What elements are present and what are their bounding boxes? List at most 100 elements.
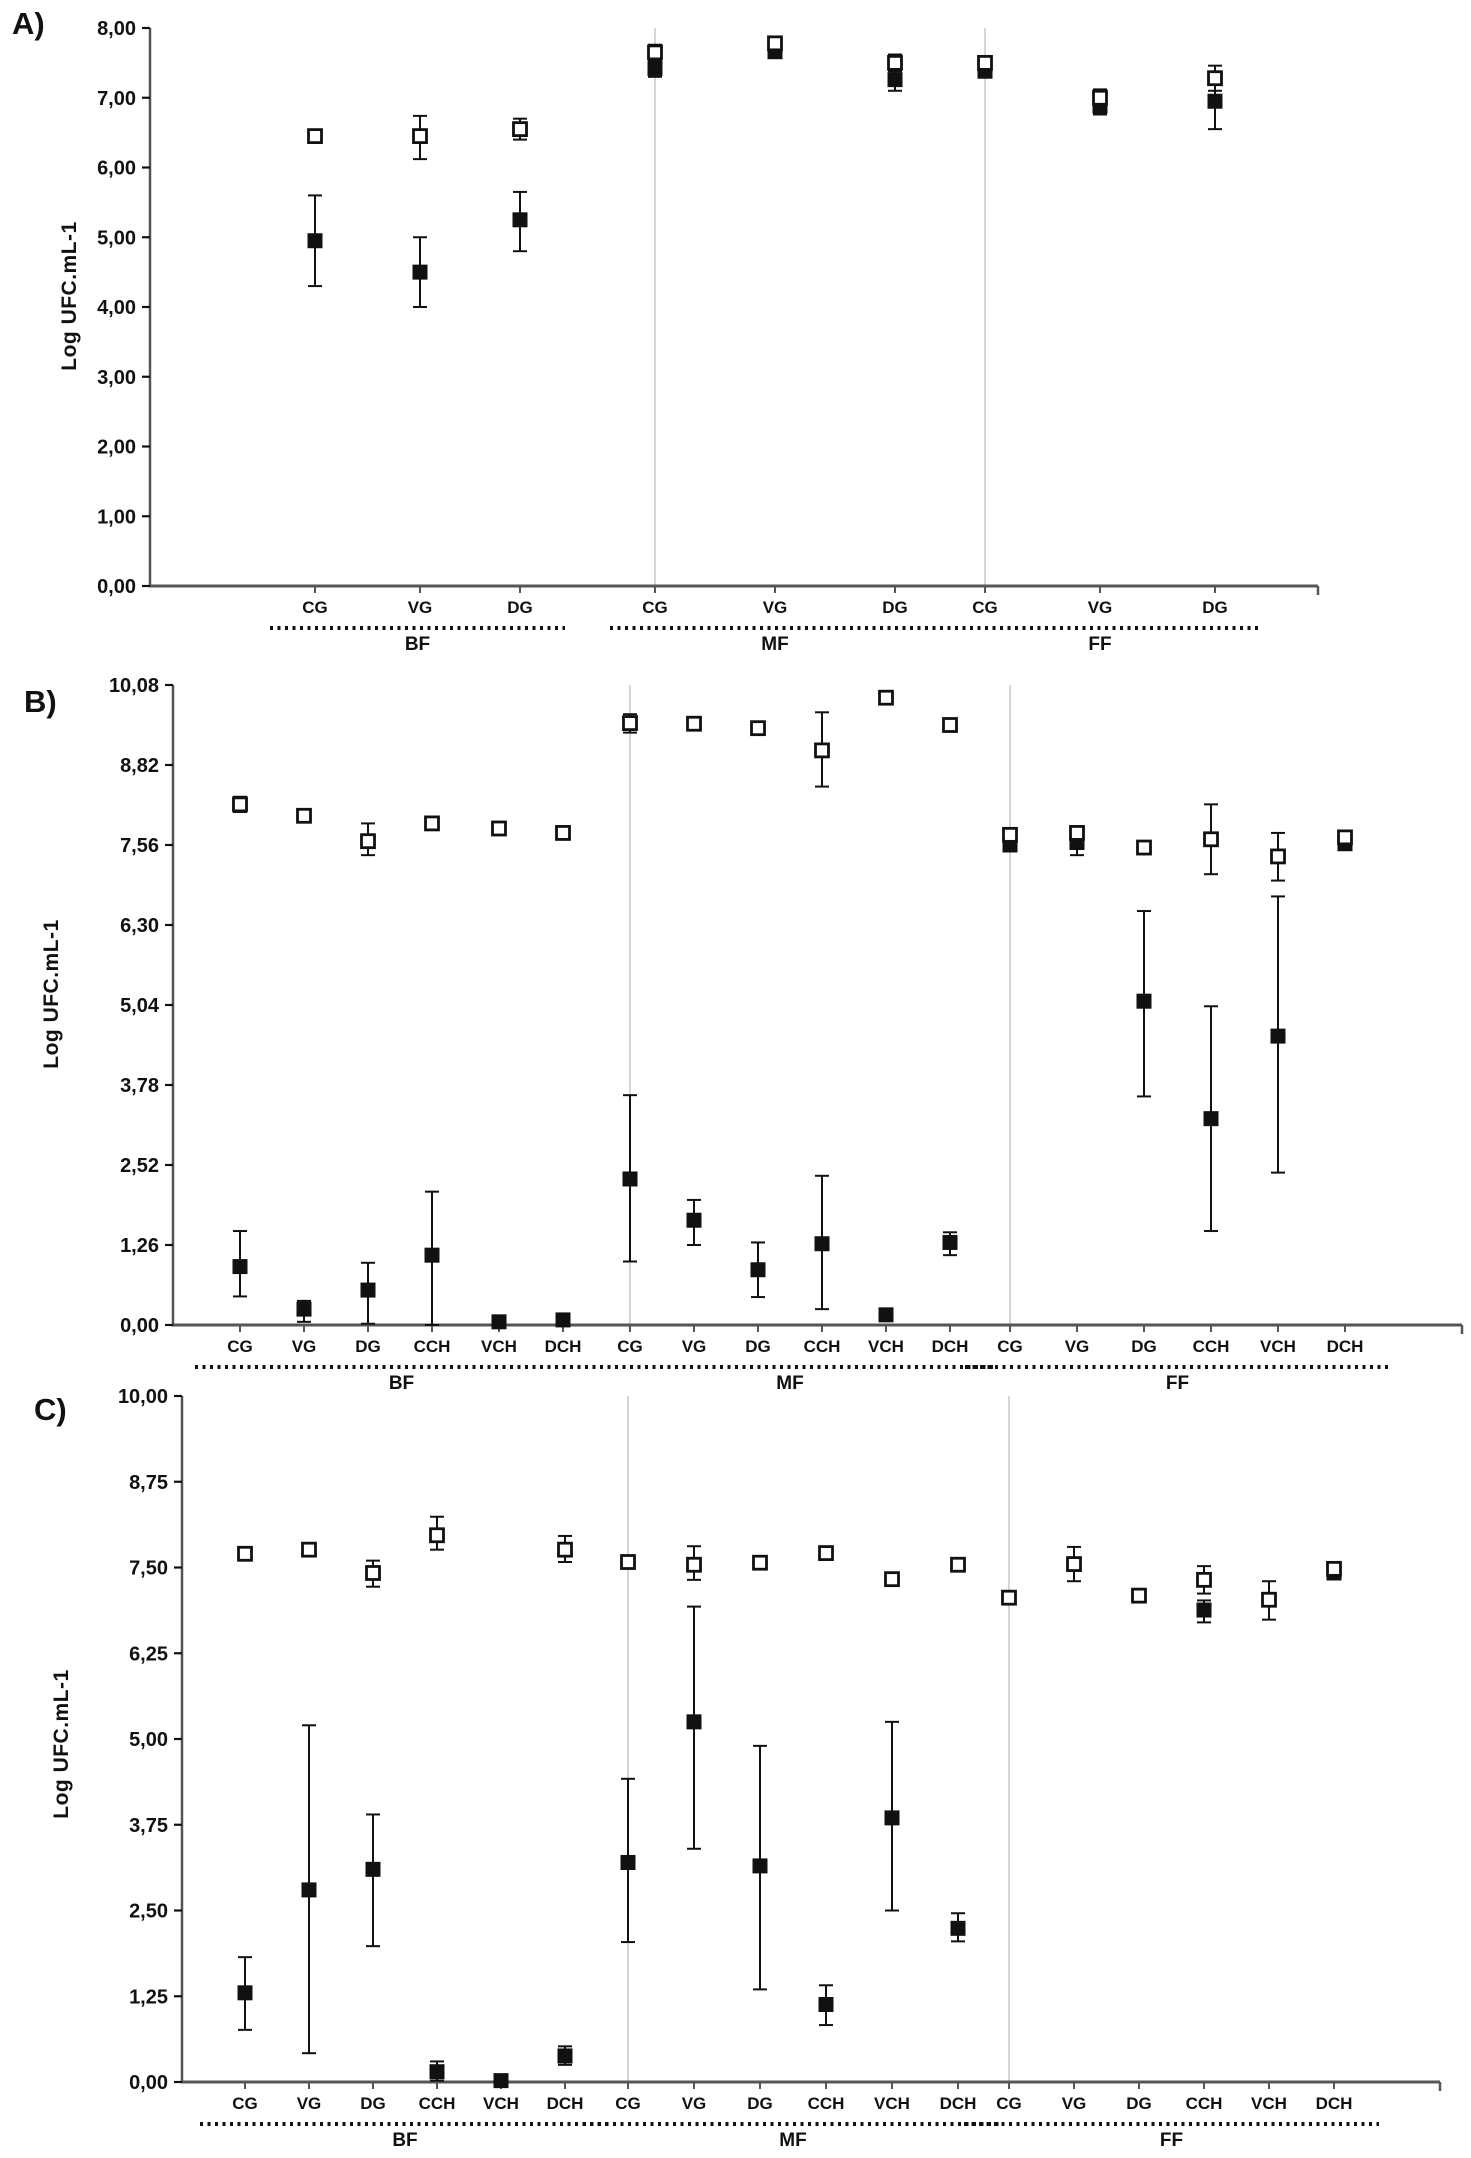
filled-square-marker xyxy=(1136,993,1152,1009)
open-square-marker xyxy=(1196,1571,1212,1588)
open-square-marker xyxy=(1066,1556,1082,1572)
y-tick-label: 5,00 xyxy=(97,227,136,249)
y-tick-label: 1,25 xyxy=(129,1986,168,2008)
category-label: VG xyxy=(408,598,433,617)
category-label: DCH xyxy=(1327,1337,1364,1356)
category-label: DCH xyxy=(545,1337,582,1356)
filled-square-marker xyxy=(491,1314,507,1330)
panel-c: 10,00 8,75 7,50 6,25 5,00 3,75 2,50 1,25 0,00 CG V… xyxy=(118,1386,1442,2151)
open-square-marker xyxy=(237,1545,253,1562)
open-square-marker xyxy=(647,44,663,61)
y-tick-label: 10,00 xyxy=(118,1386,168,1408)
category-label: CCH xyxy=(414,1337,451,1356)
category-label: DG xyxy=(355,1337,381,1356)
group-label: FF xyxy=(1166,1373,1189,1394)
open-square-marker xyxy=(1207,70,1223,87)
filled-square-marker xyxy=(307,233,323,249)
panel-a-y-axis-title: Log UFC.mL-1 xyxy=(58,221,81,371)
open-square-marker xyxy=(307,128,323,145)
group-label: MF xyxy=(776,1373,803,1394)
category-label: DCH xyxy=(932,1337,969,1356)
filled-square-marker xyxy=(622,1171,638,1187)
group-label: MF xyxy=(761,634,788,655)
open-square-marker xyxy=(555,825,571,841)
open-square-marker xyxy=(686,1556,702,1573)
y-tick-label: 7,50 xyxy=(129,1558,168,1580)
category-label: VG xyxy=(1088,598,1113,617)
filled-square-marker xyxy=(1203,1111,1219,1127)
filled-square-marker xyxy=(878,1307,894,1323)
category-label: CG xyxy=(996,2094,1022,2113)
y-tick-label: 1,26 xyxy=(120,1235,159,1257)
y-tick-label: 7,56 xyxy=(120,835,159,857)
y-tick-label: 10,08 xyxy=(109,675,159,697)
category-label: VG xyxy=(1062,2094,1087,2113)
open-square-marker xyxy=(942,717,958,733)
y-tick-label: 8,75 xyxy=(129,1472,168,1494)
group-label: FF xyxy=(1160,2130,1183,2151)
category-label: CG xyxy=(227,1337,253,1356)
filled-square-marker xyxy=(950,1920,966,1936)
panel-b: 10,08 8,82 7,56 6,30 5,04 3,78 2,52 1,26 0,00 CG V… xyxy=(109,675,1464,1394)
filled-square-marker xyxy=(884,1810,900,1826)
category-label: CG xyxy=(997,1337,1023,1356)
category-label: CCH xyxy=(808,2094,845,2113)
open-square-marker xyxy=(1136,839,1152,856)
category-label: VG xyxy=(292,1337,317,1356)
y-tick-label: 0,00 xyxy=(97,576,136,598)
open-square-marker xyxy=(424,815,440,832)
y-tick-label: 8,00 xyxy=(97,18,136,40)
category-label: VCH xyxy=(868,1337,904,1356)
group-label: BF xyxy=(405,634,430,655)
group-label: MF xyxy=(779,2130,806,2151)
open-square-marker xyxy=(814,742,830,759)
filled-square-marker xyxy=(1196,1602,1212,1618)
filled-square-marker xyxy=(1207,93,1223,109)
y-tick-label: 6,00 xyxy=(97,158,136,180)
open-square-marker xyxy=(1092,89,1108,106)
category-label: VG xyxy=(682,1337,707,1356)
category-label: CCH xyxy=(1186,2094,1223,2113)
open-square-marker xyxy=(620,1554,636,1570)
open-square-marker xyxy=(1261,1591,1277,1608)
y-tick-label: 6,30 xyxy=(120,915,159,937)
y-tick-label: 7,00 xyxy=(97,88,136,110)
open-square-marker xyxy=(818,1545,834,1561)
open-square-marker xyxy=(296,807,312,824)
open-square-marker xyxy=(1002,826,1018,843)
filled-square-marker xyxy=(493,2073,509,2089)
open-square-marker xyxy=(887,54,903,71)
filled-square-marker xyxy=(429,2064,445,2080)
category-label: CG xyxy=(232,2094,258,2113)
panel-c-letter: C) xyxy=(34,1392,67,1427)
category-label: VCH xyxy=(481,1337,517,1356)
category-label: DG xyxy=(360,2094,386,2113)
open-square-marker xyxy=(1001,1589,1017,1606)
open-square-marker xyxy=(686,715,702,732)
group-label: BF xyxy=(389,1373,414,1394)
filled-square-marker xyxy=(512,212,528,228)
filled-square-marker xyxy=(818,1996,834,2012)
category-label: DG xyxy=(882,598,908,617)
category-label: DCH xyxy=(940,2094,977,2113)
open-square-marker xyxy=(412,128,428,145)
open-square-marker xyxy=(1337,829,1353,846)
filled-square-marker xyxy=(1270,1028,1286,1044)
open-square-marker xyxy=(884,1571,900,1588)
category-label: CCH xyxy=(419,2094,456,2113)
filled-square-marker xyxy=(942,1234,958,1250)
open-square-marker xyxy=(429,1527,445,1544)
open-square-marker xyxy=(752,1554,768,1571)
y-tick-label: 4,00 xyxy=(97,297,136,319)
open-square-marker xyxy=(557,1541,573,1558)
category-label: VG xyxy=(297,2094,322,2113)
open-square-marker xyxy=(878,689,894,706)
open-square-marker xyxy=(1069,825,1085,841)
y-tick-label: 8,82 xyxy=(120,755,159,777)
filled-square-marker xyxy=(557,2048,573,2064)
filled-square-marker xyxy=(365,1861,381,1877)
category-label: VG xyxy=(1065,1337,1090,1356)
open-square-marker xyxy=(1203,831,1219,848)
filled-square-marker xyxy=(752,1858,768,1874)
open-square-marker xyxy=(977,54,993,71)
